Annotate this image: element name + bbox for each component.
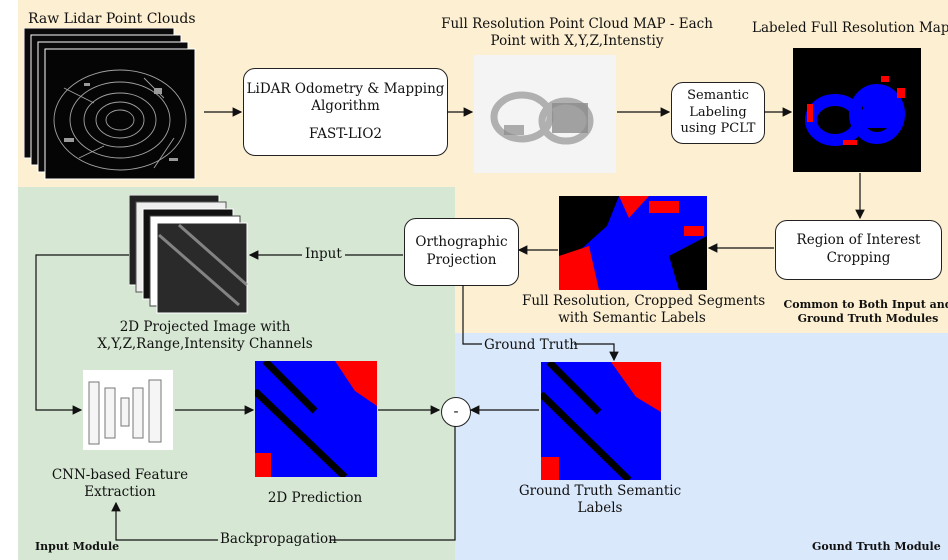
- labeled-map-title: Labeled Full Resolution Map: [752, 20, 948, 36]
- gt-module-label: Gound Truth Module: [812, 540, 941, 553]
- semantic-line2: Labeling: [689, 104, 747, 120]
- ground-truth-module-region: [455, 333, 948, 560]
- cnn-caption: CNN-based Feature Extraction: [40, 467, 200, 501]
- raw-lidar-stack-image: [24, 28, 196, 180]
- lio-line1: LiDAR Odometry & Mapping: [246, 80, 445, 97]
- roi-line2: Cropping: [826, 250, 891, 266]
- edge-label-input: Input: [305, 246, 342, 262]
- gt-caption-line1: Ground Truth Semantic: [518, 483, 682, 499]
- semantic-line3: using PCLT: [680, 121, 756, 137]
- roi-line1: Region of Interest: [796, 232, 921, 249]
- cnn-architecture-image: [83, 370, 173, 450]
- common-module-label-line1: Common to Both Input and: [783, 298, 948, 311]
- cropped-segments-image: [559, 196, 707, 290]
- prediction-image: [255, 361, 377, 477]
- input-module-label: Input Module: [35, 540, 120, 553]
- orthographic-projection-box: Orthographic Projection: [404, 218, 519, 286]
- cnn-caption-line2: Extraction: [84, 483, 156, 500]
- cropped-caption-line1: Full Resolution, Cropped Segments: [522, 293, 766, 309]
- prediction-caption: 2D Prediction: [267, 490, 363, 506]
- ground-truth-image: [541, 362, 661, 480]
- gt-caption: Ground Truth Semantic Labels: [510, 483, 690, 517]
- input-module-region-extension: [365, 333, 455, 560]
- lidar-odometry-mapping-box: LiDAR Odometry & Mapping Algorithm FAST-…: [243, 68, 448, 156]
- lio-line3: FAST-LIO2: [309, 125, 382, 142]
- projected-caption-line2: X,Y,Z,Range,Intensity Channels: [97, 335, 313, 352]
- raw-lidar-title: Raw Lidar Point Clouds: [28, 11, 196, 27]
- roi-cropping-box: Region of Interest Cropping: [775, 220, 942, 280]
- full-res-map-title-line1: Full Resolution Point Cloud MAP - Each: [441, 16, 713, 32]
- cnn-caption-line1: CNN-based Feature: [51, 467, 189, 483]
- common-module-label-line2: Ground Truth Modules: [797, 311, 939, 325]
- labeled-full-res-map-image: [793, 48, 921, 172]
- lio-line2: Algorithm: [311, 98, 380, 115]
- cropped-caption: Full Resolution, Cropped Segments with S…: [522, 293, 766, 327]
- projected-image-stack: [129, 195, 248, 314]
- projected-caption-line1: 2D Projected Image with: [119, 319, 291, 335]
- semantic-labeling-box: Semantic Labeling using PCLT: [671, 82, 765, 144]
- cropped-caption-line2: with Semantic Labels: [558, 309, 706, 326]
- common-module-label: Common to Both Input and Ground Truth Mo…: [783, 298, 948, 326]
- full-res-pointcloud-map-image: [474, 55, 616, 173]
- edge-label-ground-truth: Ground Truth: [484, 337, 578, 353]
- ortho-line2: Projection: [426, 252, 497, 268]
- loss-subtraction-node: -: [441, 397, 471, 427]
- full-res-map-title: Full Resolution Point Cloud MAP - Each P…: [437, 16, 717, 50]
- full-res-map-title-line2: Point with X,Y,Z,Intenstiy: [490, 32, 664, 49]
- ortho-line1: Orthographic: [415, 234, 508, 251]
- projected-caption: 2D Projected Image with X,Y,Z,Range,Inte…: [70, 319, 340, 353]
- minus-symbol: -: [453, 402, 459, 421]
- edge-label-backprop: Backpropagation: [220, 531, 337, 547]
- gt-caption-line2: Labels: [577, 499, 623, 516]
- semantic-line1: Semantic: [687, 87, 749, 103]
